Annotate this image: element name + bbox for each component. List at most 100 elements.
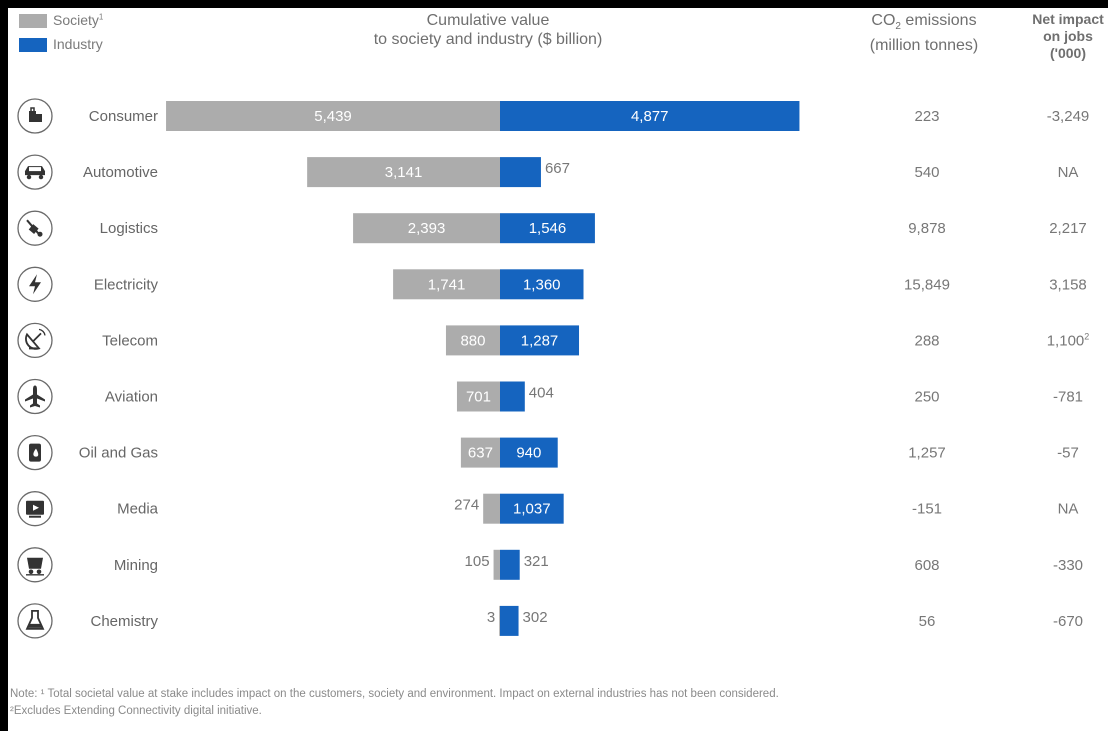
footnote-1: Note: ¹ Total societal value at stake in…: [10, 688, 779, 700]
oil-barrel-icon: [17, 434, 53, 471]
industry-value-label: 321: [524, 553, 549, 570]
footnote-2: ²Excludes Extending Connectivity digital…: [10, 705, 262, 717]
society-bar: [483, 493, 500, 524]
category-label: Aviation: [105, 389, 158, 406]
chart-row: Chemistry 3 302 56 -670: [17, 603, 1083, 639]
chart-row: Aviation 701 404 250 -781: [17, 378, 1083, 415]
society-bar: [493, 549, 500, 580]
society-value-label: 105: [465, 553, 490, 570]
chart-row: Consumer 5,439 4,877 223 -3,249: [17, 98, 1090, 134]
society-value-label: 3,141: [385, 164, 423, 181]
jobs-value: NA: [1058, 501, 1079, 518]
legend-society-sup: 1: [98, 12, 104, 22]
category-label: Electricity: [94, 276, 159, 293]
industry-bar: [500, 381, 525, 412]
jobs-value: -330: [1053, 557, 1083, 574]
chart-row: Automotive 3,141 667 540 NA: [17, 154, 1078, 190]
society-bar: [445, 325, 500, 356]
industry-bar: [500, 269, 584, 300]
co2-header-sub: 2: [895, 21, 901, 33]
jobs-value: -57: [1057, 445, 1079, 462]
society-bar: [393, 269, 500, 300]
flask-icon: [17, 603, 53, 639]
society-value-label: 1,741: [428, 276, 466, 293]
jobs-value: -3,249: [1047, 108, 1090, 125]
industry-bar: [500, 101, 800, 131]
co2-value: 223: [914, 108, 939, 125]
jobs-column-header: Net impact on jobs ('000): [1008, 11, 1108, 62]
jobs-header-line2: on jobs: [1043, 28, 1093, 44]
chart-row: Oil and Gas 637 940 1,257 -57: [17, 434, 1079, 471]
value-header-line2: to society and industry ($ billion): [373, 31, 603, 48]
chart-row: Mining 105 321 608 -330: [17, 547, 1083, 583]
jobs-value: 2,217: [1049, 220, 1087, 237]
society-value-label: 274: [454, 497, 479, 514]
jobs-header-line1: Net impact: [1032, 11, 1104, 27]
legend-swatch-industry: [19, 38, 47, 52]
industry-bar: [500, 549, 520, 580]
chart-row: Telecom 880 1,287 288 1,1002: [17, 322, 1090, 359]
legend-swatch-society: [19, 14, 47, 28]
hand-truck-icon: [17, 210, 53, 246]
co2-header-line1: CO2 emissions: [834, 11, 1014, 36]
industry-value-label: 4,877: [631, 108, 669, 125]
jobs-value: 3,158: [1049, 276, 1087, 293]
satellite-dish-icon: [17, 322, 53, 359]
jobs-value: -781: [1053, 389, 1083, 406]
co2-value: -151: [912, 501, 942, 518]
value-chart: Consumer 5,439 4,877 223 -3,249 Automotive 3,1…: [17, 98, 1090, 639]
mine-cart-icon: [17, 547, 53, 583]
value-column-header: Cumulative value to society and industry…: [308, 11, 668, 49]
category-label: Consumer: [89, 108, 158, 125]
industry-value-label: 1,360: [523, 276, 561, 293]
industry-value-label: 940: [516, 445, 541, 462]
society-bar: [307, 157, 500, 188]
society-value-label: 637: [468, 445, 493, 462]
co2-value: 288: [914, 332, 939, 349]
industry-bar: [500, 605, 519, 636]
industry-bar: [500, 493, 564, 524]
category-label: Automotive: [83, 164, 158, 181]
industry-value-label: 1,037: [513, 501, 551, 518]
industry-value-label: 667: [545, 160, 570, 177]
category-label: Mining: [114, 557, 158, 574]
industry-value-label: 1,287: [521, 332, 559, 349]
society-value-label: 3: [487, 609, 495, 626]
legend-label-industry: Industry: [53, 36, 103, 52]
co2-value: 250: [914, 389, 939, 406]
co2-header-emissions: emissions: [900, 12, 977, 29]
jobs-value: -670: [1053, 613, 1083, 630]
society-value-label: 701: [466, 389, 491, 406]
lightning-icon: [17, 266, 53, 302]
value-header-line1: Cumulative value: [426, 12, 550, 29]
society-bar: [499, 605, 500, 636]
legend-label-society: Society1: [53, 12, 103, 28]
co2-header-co: CO: [871, 12, 896, 29]
co2-value: 1,257: [908, 445, 946, 462]
airplane-icon: [17, 378, 53, 415]
category-label: Telecom: [102, 332, 158, 349]
industry-bar: [500, 437, 558, 468]
co2-value: 56: [919, 613, 936, 630]
co2-column-header: CO2 emissions (million tonnes): [834, 11, 1014, 55]
society-bar: [460, 437, 500, 468]
industry-bar: [500, 325, 580, 356]
industry-bar: [500, 213, 595, 244]
society-value-label: 880: [460, 332, 485, 349]
jobs-value: 1,1002: [1047, 331, 1090, 349]
co2-value: 15,849: [904, 276, 950, 293]
industry-value-label: 404: [529, 385, 554, 402]
jobs-header-line3: ('000): [1049, 45, 1086, 61]
society-value-label: 2,393: [408, 220, 446, 237]
society-bar: [456, 381, 500, 412]
co2-header-line2: (million tonnes): [869, 37, 979, 55]
category-label: Media: [117, 501, 159, 518]
co2-value: 608: [914, 557, 939, 574]
category-label: Logistics: [100, 220, 158, 237]
media-player-icon: [17, 491, 53, 527]
car-icon: [17, 154, 53, 190]
industry-value-label: 302: [523, 609, 548, 626]
category-label: Oil and Gas: [79, 445, 158, 462]
society-value-label: 5,439: [314, 108, 352, 125]
category-label: Chemistry: [90, 613, 158, 630]
